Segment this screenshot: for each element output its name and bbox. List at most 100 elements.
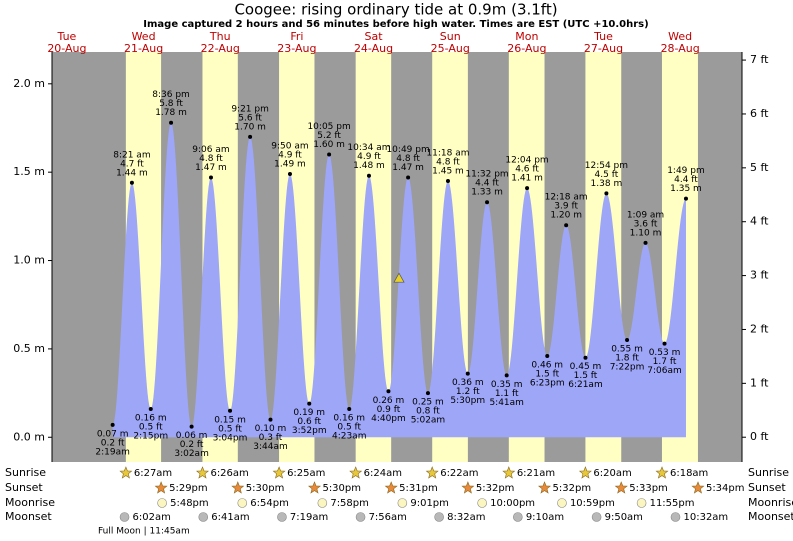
row-time: 6:26am — [210, 468, 248, 479]
y2-tick-label: 1 ft — [750, 376, 769, 389]
day-weekday: Wed — [132, 30, 156, 43]
tide-label: 1.33 m — [471, 188, 503, 198]
tide-label: 5.2 ft — [317, 131, 341, 141]
chart-subtitle: Image captured 2 hours and 56 minutes be… — [143, 19, 648, 30]
day-date: 20-Aug — [47, 42, 86, 55]
tide-label: 1:09 am — [627, 210, 664, 220]
tide-label: 3.6 ft — [634, 219, 658, 229]
moonset-icon — [198, 512, 209, 522]
tide-label: 1.70 m — [234, 122, 266, 132]
tide-point — [189, 424, 194, 429]
tide-point — [327, 152, 332, 157]
row-label: Sunset — [5, 481, 43, 494]
tide-point — [485, 200, 490, 205]
tide-label: 4.4 ft — [475, 179, 499, 189]
y-tick-label: 2.0 m — [13, 77, 45, 90]
tide-point — [425, 391, 430, 396]
current-level-marker — [393, 272, 405, 283]
tide-label: 1.8 ft — [615, 354, 639, 364]
tide-point — [445, 179, 450, 184]
tide-label: 0.2 ft — [101, 438, 125, 448]
moonrise-icon — [317, 498, 328, 508]
row-time: 5:32pm — [553, 483, 592, 494]
sunset-icon — [614, 481, 628, 494]
y2-tick-label: 4 ft — [750, 215, 769, 228]
tide-label: 1.48 m — [353, 161, 385, 171]
row-time: 7:56am — [369, 512, 407, 523]
row-time: 10:32am — [683, 512, 728, 523]
sunset-icon — [154, 481, 168, 494]
sunrise-icon — [349, 466, 363, 479]
row-time: 8:32am — [447, 512, 485, 523]
tide-label: 3:44am — [253, 442, 288, 452]
tide-point — [465, 371, 470, 376]
y-tick-label: 0.0 m — [13, 430, 45, 443]
sunset-icon — [308, 481, 321, 494]
tide-point — [564, 223, 569, 228]
tide-label: 0.6 ft — [297, 417, 321, 427]
row-time: 5:30pm — [246, 483, 285, 494]
tide-label: 0.53 m — [649, 348, 681, 358]
sunrise-icon — [578, 466, 592, 479]
tide-label: 0.16 m — [333, 413, 365, 423]
sunrise-icon — [119, 466, 133, 479]
tide-point — [386, 389, 391, 394]
moonset-icon — [670, 512, 681, 522]
tide-label: 12:54 pm — [585, 161, 628, 171]
tide-label: 4:40pm — [371, 414, 406, 424]
row-label: Moonrise — [748, 496, 793, 509]
tide-label: 4.5 ft — [595, 170, 619, 180]
tide-label: 2:19am — [95, 447, 130, 457]
tide-label: 9:21 pm — [231, 104, 269, 114]
moonrise-icon — [397, 498, 408, 508]
tide-label: 1:49 pm — [667, 166, 705, 176]
day-weekday: Mon — [515, 30, 538, 43]
day-weekday: Tue — [57, 30, 77, 43]
tide-label: 5.8 ft — [159, 99, 183, 109]
tide-label: 4.9 ft — [357, 152, 381, 162]
tide-point — [169, 120, 174, 125]
tide-label: 0.35 m — [491, 380, 523, 390]
tide-point — [643, 240, 648, 245]
tide-label: 5:41am — [489, 398, 524, 408]
moonset-icon — [434, 512, 444, 522]
row-time: 6:18am — [670, 468, 708, 479]
day-date: 28-Aug — [661, 42, 700, 55]
tide-label: 3:52pm — [292, 426, 327, 436]
moonset-icon — [355, 512, 366, 522]
row-label: Sunset — [748, 481, 786, 494]
tide-label: 3:02am — [174, 449, 209, 459]
tide-label: 0.16 m — [135, 413, 167, 423]
tide-label: 10:05 pm — [307, 122, 350, 132]
row-label: Moonset — [748, 510, 793, 523]
tide-label: 0.10 m — [255, 424, 287, 434]
tide-label: 1.10 m — [630, 228, 662, 238]
moonset-icon — [277, 512, 287, 522]
tide-label: 1.2 ft — [456, 387, 480, 397]
row-time: 10:59pm — [570, 498, 615, 509]
tide-label: 1.38 m — [591, 179, 623, 189]
moonset-icon — [591, 512, 602, 522]
sunrise-icon — [502, 466, 516, 479]
y2-tick-label: 7 ft — [750, 53, 769, 66]
tide-point — [525, 186, 530, 191]
tide-label: 6:23pm — [530, 378, 565, 388]
tide-label: 8:36 pm — [152, 90, 190, 100]
tide-label: 10:49 pm — [386, 145, 429, 155]
tide-label: 5:02am — [411, 416, 446, 426]
row-time: 6:21am — [517, 468, 555, 479]
tide-label: 1.60 m — [313, 140, 345, 150]
day-date: 22-Aug — [201, 42, 240, 55]
tide-label: 0.55 m — [611, 345, 643, 355]
y2-tick-label: 5 ft — [750, 161, 769, 174]
row-time: 6:41am — [211, 512, 249, 523]
moonset-icon — [513, 512, 523, 522]
row-time: 10:00pm — [490, 498, 535, 509]
full-moon-note: Full Moon | 11:45am — [98, 527, 190, 537]
moonrise-icon — [157, 498, 167, 508]
tide-point — [604, 191, 609, 196]
tide-point — [545, 353, 550, 358]
day-date: 26-Aug — [507, 42, 546, 55]
sunset-icon — [384, 481, 398, 494]
